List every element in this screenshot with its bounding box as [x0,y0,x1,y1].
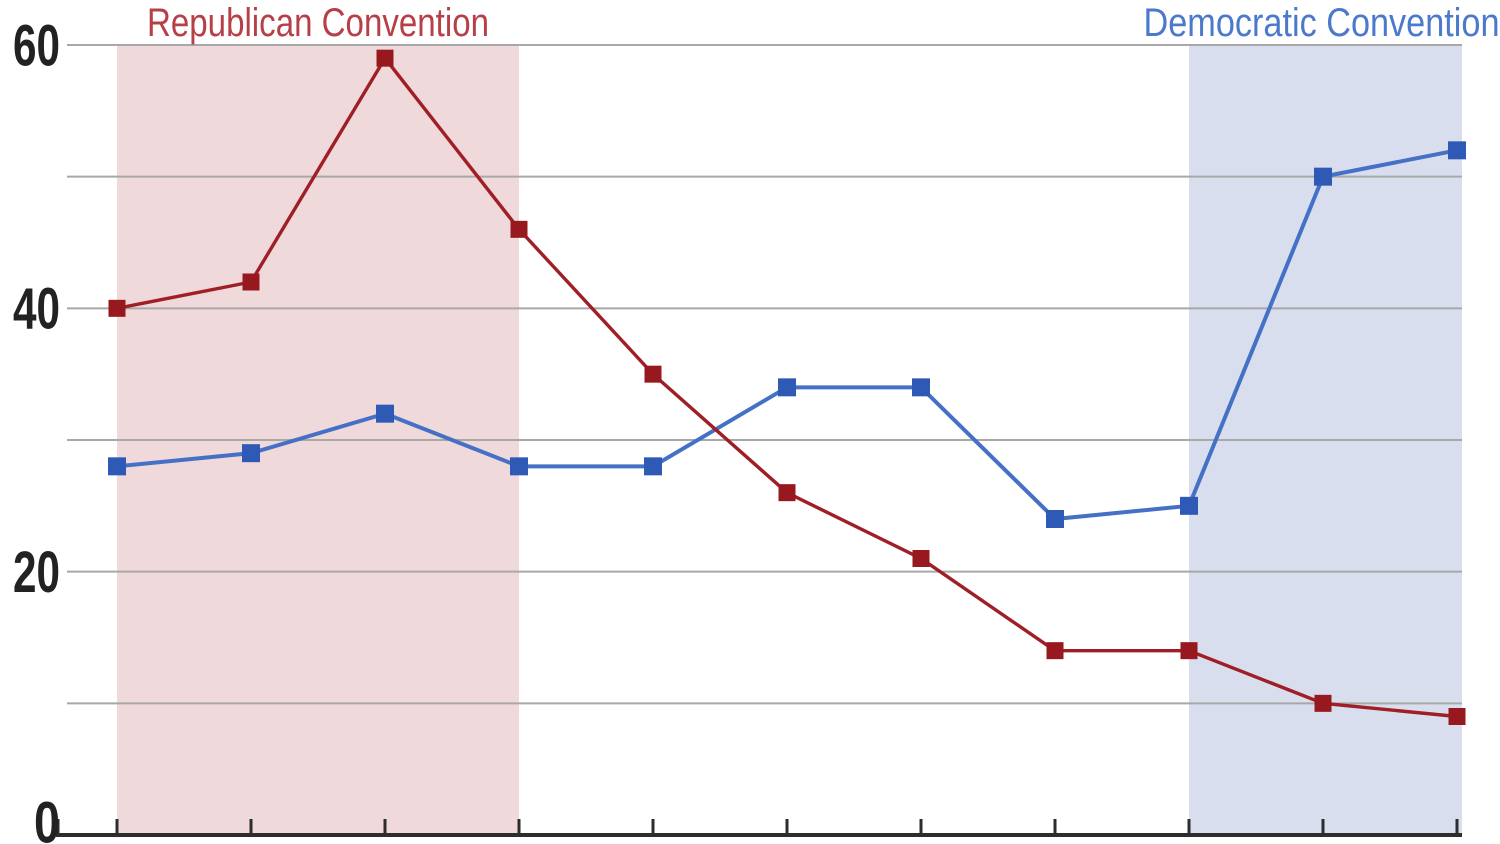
republican-data-point-marker [108,299,126,317]
democratic-data-point-marker [644,457,662,476]
y-tick-label-40: 40 [13,277,60,342]
republican-data-point-marker [778,484,796,502]
republican-data-point-marker [1448,708,1466,725]
democratic-data-point-marker [242,444,260,463]
republican-data-point-marker [1314,694,1332,712]
democratic-data-point-marker [108,457,126,476]
democratic-data-point-marker [1314,167,1332,186]
y-axis-labels: 60 40 20 0 [13,13,60,844]
republican-series [108,49,1466,725]
republican-data-point-marker [376,49,394,67]
republican-data-point-marker [242,273,260,291]
y-tick-label-60: 60 [13,13,60,78]
democratic-convention-label: Democratic Convention [1144,1,1500,45]
democratic-data-point-marker [1180,496,1198,515]
democratic-series [108,141,1466,528]
democratic-data-point-marker [376,404,394,423]
democratic-data-point-marker [510,457,528,476]
republican-data-point-marker [1046,642,1064,660]
y-tick-label-0: 0 [34,790,60,844]
republican-data-point-marker [644,365,662,383]
republican-data-point-marker [1180,642,1198,660]
democratic-data-point-marker [912,378,930,397]
x-axis [56,819,1462,837]
republican-data-point-marker [912,550,930,567]
democratic-data-point-marker [1448,141,1466,160]
annotation-labels: Republican Convention Democratic Conventi… [147,1,1500,45]
republican-convention-label: Republican Convention [147,1,489,45]
democratic-data-point-marker [1046,510,1064,528]
democratic-data-point-marker [778,378,796,397]
republican-data-point-marker [510,220,528,238]
gridlines [67,44,1462,705]
y-tick-label-20: 20 [13,540,60,605]
